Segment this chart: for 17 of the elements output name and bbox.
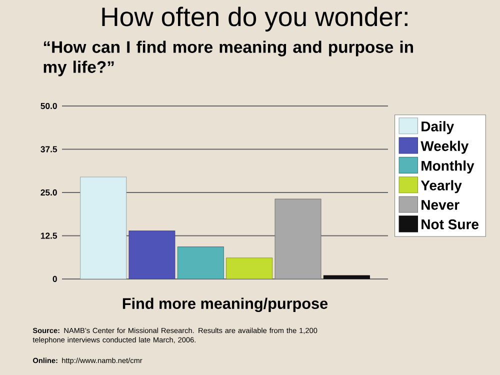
legend-label: Not Sure	[422, 219, 478, 230]
bar	[177, 246, 224, 279]
bar	[128, 230, 176, 279]
legend-label: Yearly	[420, 180, 462, 194]
legend-label: Daily	[422, 121, 454, 134]
legend-label: Never	[422, 200, 460, 210]
chart-title: How often do you wonder:	[102, 6, 408, 32]
y-tick-label: 12.5	[40, 232, 58, 239]
x-tick-label: Find more meaning/purpose	[122, 298, 328, 312]
chart-subtitle: “How can I find more meaning and purpose in my life?”	[44, 40, 413, 76]
legend-label: Weekly	[420, 140, 469, 154]
legend-label: Monthly	[422, 160, 474, 174]
y-tick-label: 50.0	[40, 102, 57, 110]
y-tick-label: 37.5	[40, 146, 58, 152]
y-tick-label: 25.0	[40, 189, 57, 196]
bar	[323, 275, 370, 279]
y-tick-label: 0	[52, 276, 57, 282]
